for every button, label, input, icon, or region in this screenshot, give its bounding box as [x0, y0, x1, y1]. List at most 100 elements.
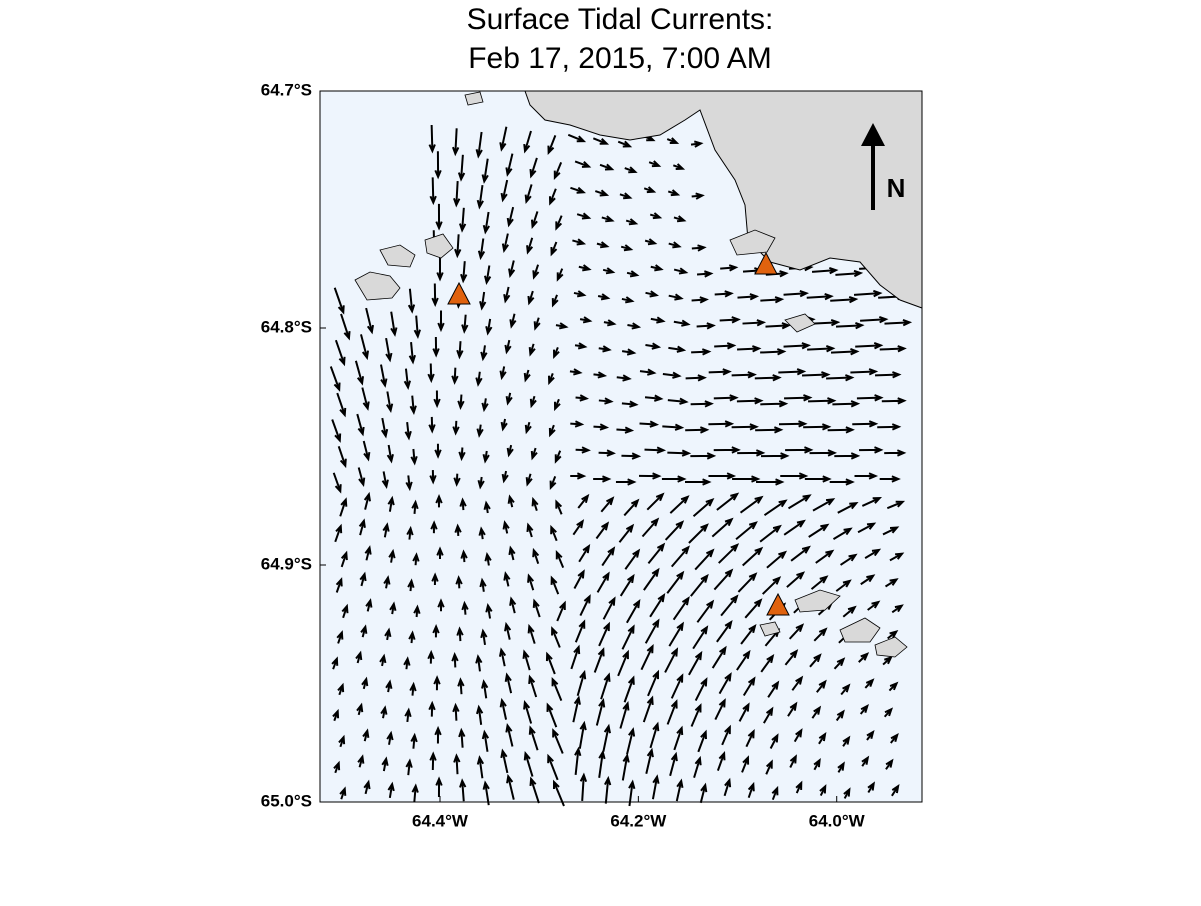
current-arrow: [382, 522, 390, 538]
current-arrow: [837, 502, 859, 514]
current-arrow: [356, 702, 364, 716]
current-arrow: [461, 314, 469, 334]
current-arrow: [624, 166, 638, 174]
current-arrow: [742, 676, 756, 697]
current-arrow: [688, 523, 709, 544]
current-arrow: [387, 495, 395, 512]
current-arrow: [667, 189, 681, 197]
x-tick-label: 64.4°W: [412, 811, 469, 830]
current-arrow: [804, 475, 832, 483]
current-arrow: [597, 293, 611, 301]
current-arrow: [646, 492, 665, 511]
current-arrow: [572, 695, 581, 723]
current-arrow: [574, 160, 592, 168]
current-arrow: [645, 747, 654, 774]
current-arrow: [573, 290, 587, 298]
current-arrow: [526, 522, 534, 538]
current-arrow: [616, 426, 635, 434]
current-arrow: [533, 317, 541, 331]
current-arrow: [813, 627, 828, 642]
current-arrow: [411, 783, 419, 803]
island: [784, 313, 816, 333]
current-arrow: [620, 244, 634, 252]
site-marker: [754, 251, 778, 275]
current-arrow: [742, 319, 767, 327]
current-arrow: [451, 652, 459, 668]
current-arrow: [499, 366, 507, 381]
current-arrow: [430, 520, 438, 534]
current-arrow: [879, 475, 901, 483]
current-arrow: [504, 621, 512, 640]
current-arrow: [579, 772, 588, 802]
current-arrow: [483, 500, 491, 514]
current-arrow: [385, 679, 393, 693]
current-arrow: [644, 618, 660, 644]
current-arrow: [672, 596, 690, 621]
current-arrow: [793, 728, 803, 743]
current-arrow: [408, 342, 416, 365]
y-tick-label: 65.0°S: [261, 791, 312, 810]
current-arrow: [379, 653, 387, 667]
current-arrow: [604, 775, 612, 804]
current-arrow: [600, 672, 611, 700]
current-arrow: [477, 476, 485, 490]
current-arrow: [808, 523, 830, 538]
current-arrow: [861, 755, 870, 767]
current-arrow: [522, 649, 531, 671]
island: [424, 233, 454, 259]
current-arrow: [811, 705, 822, 719]
current-arrow: [778, 420, 808, 428]
current-arrow: [500, 179, 509, 203]
current-arrow: [694, 548, 715, 571]
current-arrow: [475, 371, 483, 387]
current-arrow: [603, 319, 617, 327]
current-arrow: [778, 368, 807, 376]
current-arrow: [409, 395, 417, 415]
current-arrow: [602, 267, 616, 275]
current-arrow: [668, 621, 684, 647]
current-arrow: [624, 548, 641, 570]
current-arrow: [690, 400, 714, 408]
island: [759, 621, 781, 637]
current-arrow: [639, 420, 660, 428]
current-arrow: [673, 319, 691, 327]
current-arrow: [789, 754, 797, 768]
current-arrow: [523, 369, 531, 383]
title-line: Feb 17, 2015, 7:00 AM: [468, 42, 772, 75]
current-arrow: [355, 650, 363, 664]
current-arrow: [570, 420, 585, 428]
current-arrow: [860, 315, 889, 324]
current-arrow: [595, 698, 606, 726]
current-arrow: [690, 573, 709, 597]
current-arrow: [572, 519, 585, 536]
current-arrow: [765, 759, 773, 775]
current-arrow: [667, 449, 692, 457]
current-arrow: [361, 387, 370, 411]
current-arrow: [413, 604, 421, 618]
current-arrow: [783, 290, 810, 298]
current-arrow: [385, 337, 393, 363]
current-arrow: [406, 525, 414, 540]
current-arrow: [592, 137, 610, 145]
current-arrow: [672, 163, 686, 171]
current-arrow: [780, 472, 809, 480]
current-arrow: [640, 643, 654, 671]
current-arrow: [526, 237, 534, 255]
current-arrow: [567, 133, 587, 143]
current-arrow: [545, 651, 556, 675]
current-arrow: [788, 623, 805, 640]
current-arrow: [410, 448, 418, 466]
island: [874, 636, 908, 658]
current-arrow: [481, 679, 489, 699]
current-arrow: [548, 188, 557, 206]
current-arrow: [830, 348, 860, 356]
current-arrow: [737, 293, 760, 301]
current-arrow: [619, 192, 633, 200]
current-arrow: [829, 478, 855, 486]
current-arrow: [432, 624, 440, 638]
current-arrow: [835, 321, 865, 330]
current-arrow: [429, 470, 437, 485]
current-arrow: [786, 571, 806, 588]
current-arrow: [505, 392, 513, 406]
